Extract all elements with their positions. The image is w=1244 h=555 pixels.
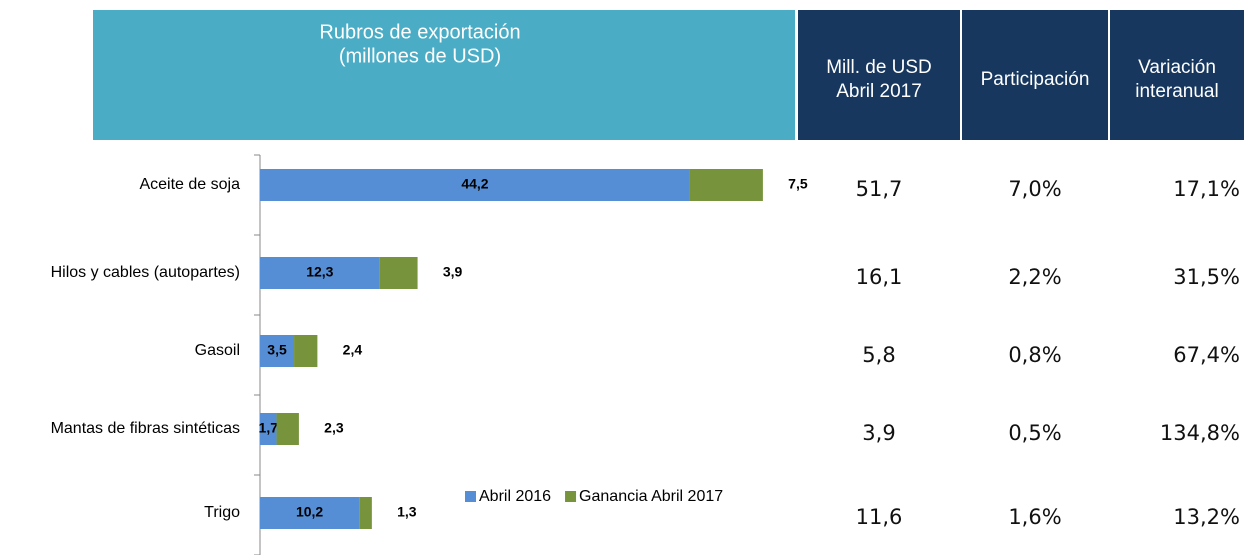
legend-label: Abril 2016 xyxy=(479,488,551,505)
table-cell: 11,6 xyxy=(856,505,903,529)
value-label: 2,3 xyxy=(324,420,344,436)
legend-swatch xyxy=(565,491,577,502)
bar-segment xyxy=(260,335,295,367)
header-cell xyxy=(962,10,1108,140)
table-cell: 134,8% xyxy=(1160,421,1240,445)
bar-segment xyxy=(689,169,763,201)
value-label: 3,5 xyxy=(267,342,287,358)
bar-segment xyxy=(276,413,299,445)
category-label: Aceite de soja xyxy=(139,176,240,193)
table-cell: 0,8% xyxy=(1008,343,1061,367)
column-header: Variación xyxy=(1138,57,1216,78)
header-cell xyxy=(798,10,960,140)
table-cell: 3,9 xyxy=(862,421,895,445)
header-title: (millones de USD) xyxy=(339,45,501,67)
bar-segment xyxy=(260,497,360,529)
header-title: Rubros de exportación xyxy=(319,21,520,43)
table-cell: 1,6% xyxy=(1008,505,1061,529)
value-label: 1,3 xyxy=(397,504,417,520)
column-header: Mill. de USD xyxy=(826,57,932,78)
header-cell xyxy=(1110,10,1244,140)
table-cell: 13,2% xyxy=(1173,505,1240,529)
bar-segment xyxy=(260,169,690,201)
bar-segment xyxy=(379,257,418,289)
table-cell: 7,0% xyxy=(1008,177,1061,201)
table-cell: 67,4% xyxy=(1173,343,1240,367)
category-label: Gasoil xyxy=(195,342,240,359)
table-cell: 2,2% xyxy=(1008,265,1061,289)
table-cell: 31,5% xyxy=(1173,265,1240,289)
column-header: interanual xyxy=(1135,81,1218,102)
category-label: Mantas de fibras sintéticas xyxy=(51,420,240,437)
table-cell: 17,1% xyxy=(1173,177,1240,201)
bar-segment xyxy=(260,257,380,289)
category-label: Trigo xyxy=(204,504,240,521)
table-cell: 5,8 xyxy=(862,343,895,367)
table-cell: 0,5% xyxy=(1008,421,1061,445)
value-label: 10,2 xyxy=(296,504,323,520)
value-label: 7,5 xyxy=(788,176,808,192)
column-header: Participación xyxy=(981,69,1090,90)
value-label: 3,9 xyxy=(443,264,463,280)
category-label: Hilos y cables (autopartes) xyxy=(51,264,240,281)
legend-label: Ganancia Abril 2017 xyxy=(579,488,723,505)
legend-swatch xyxy=(465,491,476,502)
value-label: 1,7 xyxy=(259,420,279,436)
bar-segment xyxy=(359,497,372,529)
value-label: 12,3 xyxy=(306,264,333,280)
value-label: 44,2 xyxy=(461,176,488,192)
column-header: Abril 2017 xyxy=(836,81,922,102)
bar-segment xyxy=(260,413,277,445)
table-cell: 16,1 xyxy=(856,265,903,289)
value-label: 2,4 xyxy=(343,342,363,358)
header-band xyxy=(93,10,795,140)
bar-segment xyxy=(294,335,318,367)
table-cell: 51,7 xyxy=(856,177,903,201)
